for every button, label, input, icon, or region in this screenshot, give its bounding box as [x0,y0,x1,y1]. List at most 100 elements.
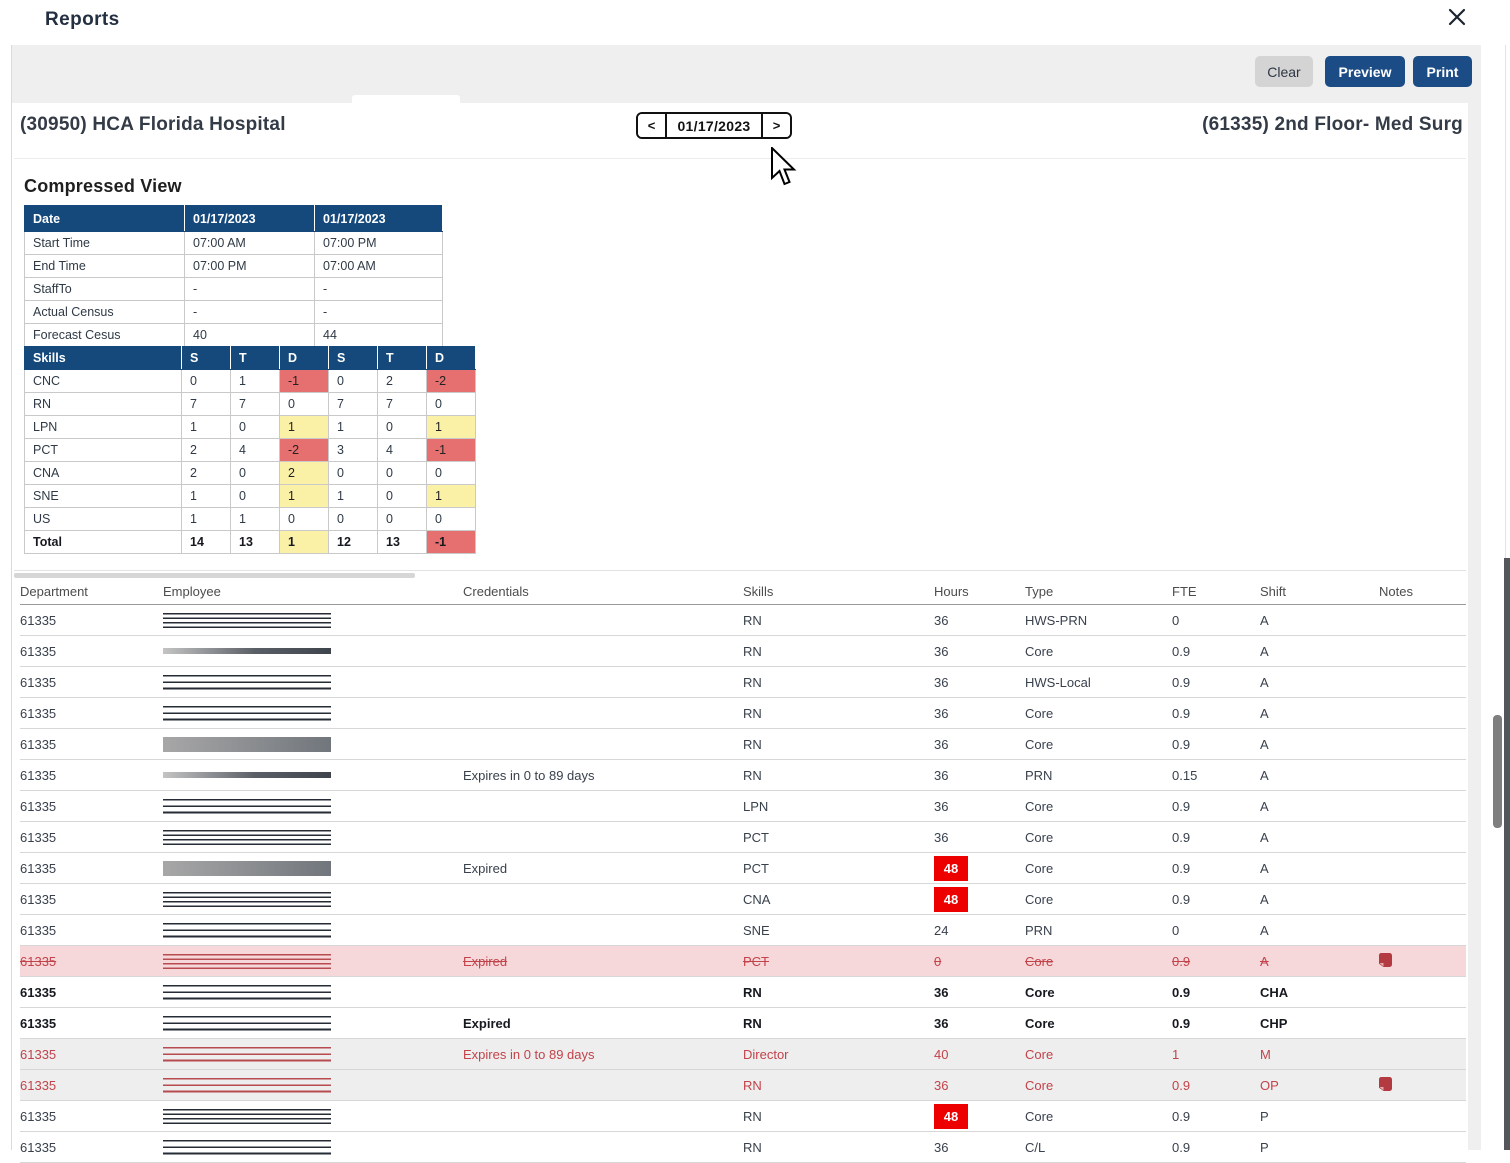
active-tab-notch[interactable] [352,95,460,104]
employee-cell [163,1069,463,1101]
hours-cell: 48 [934,1100,1025,1132]
skill-count-cell: 0 [230,484,280,508]
compressed-row-label: Start Time [24,231,185,255]
table-row: 61335 RN 36 HWS-PRN 0 A [20,604,1466,636]
department-cell: 61335 [20,976,163,1008]
clear-button[interactable]: Clear [1255,56,1313,87]
notes-cell [1379,852,1466,884]
horizontal-scrollbar-thumb[interactable] [14,573,415,578]
date-navigator: < 01/17/2023 > [636,112,792,139]
compressed-row-label: StaffTo [24,277,185,301]
hours-cell: 48 [934,852,1025,884]
skill-label: RN [24,392,182,416]
skill-cell: CNA [743,883,934,915]
credentials-cell [463,666,743,698]
employee-cell [163,945,463,977]
skill-count-cell: 2 [181,438,231,462]
skill-count-cell: 7 [377,392,427,416]
close-icon[interactable] [1446,6,1468,28]
date-field[interactable]: 01/17/2023 [665,114,763,137]
print-button[interactable]: Print [1413,56,1472,87]
compressed-info-row: Forecast Cesus 40 44 [24,323,443,347]
preview-button[interactable]: Preview [1325,56,1405,87]
date-prev-button[interactable]: < [638,114,665,137]
credentials-cell [463,1100,743,1132]
department-cell: 61335 [20,697,163,729]
type-cell: Core [1025,976,1172,1008]
type-cell: Core [1025,883,1172,915]
roster-column-header: Skills [743,578,934,605]
compressed-info-row: Start Time 07:00 AM 07:00 PM [24,231,443,255]
skill-label: LPN [24,415,182,439]
compressed-value-cell: 44 [314,323,443,347]
shift-cell: CHA [1260,976,1379,1008]
skills-header-row: Skills S T D S T D [24,346,476,370]
skill-cell: LPN [743,790,934,822]
skills-header-cell: D [279,346,329,370]
fte-cell: 0.9 [1172,821,1260,853]
compressed-value-cell: - [314,277,443,301]
credentials-cell [463,1069,743,1101]
table-row: 61335 RN 36 HWS-Local 0.9 A [20,666,1466,698]
skill-count-cell: 0 [328,507,378,531]
skill-count-cell: 0 [279,392,329,416]
notes-cell [1379,883,1466,915]
notes-cell [1379,790,1466,822]
skills-header-cell: D [426,346,476,370]
roster-column-header: Hours [934,578,1025,605]
compressed-view-heading: Compressed View [24,176,182,196]
skill-label: PCT [24,438,182,462]
skill-cell: RN [743,666,934,698]
type-cell: Core [1025,790,1172,822]
compressed-info-row: End Time 07:00 PM 07:00 AM [24,254,443,278]
vertical-scrollbar-thumb[interactable] [1493,715,1502,828]
table-row: 61335 RN 36 Core 0.9 A [20,728,1466,760]
skill-count-cell: 2 [181,461,231,485]
employee-cell [163,976,463,1008]
credentials-cell: Expired [463,945,743,977]
roster-column-header: Department [20,578,163,605]
skill-cell: RN [743,604,934,636]
skill-count-cell: 0 [328,369,378,393]
employee-redacted-name [163,1077,331,1093]
skill-count-cell: 0 [426,461,476,485]
table-row: 61335 LPN 36 Core 0.9 A [20,790,1466,822]
skill-label: Total [24,530,182,554]
skills-row: RN 7 7 0 7 7 0 [24,392,476,416]
skill-count-cell: -2 [279,438,329,462]
date-next-button[interactable]: > [763,114,790,137]
compressed-info-row: StaffTo - - [24,277,443,301]
employee-redacted-name [163,1015,331,1031]
skills-row: US 1 1 0 0 0 0 [24,507,476,531]
skill-count-cell: 13 [377,530,427,554]
employee-redacted-name [163,984,331,1000]
table-row: 61335 CNA 48 Core 0.9 A [20,883,1466,915]
employee-redacted-name [163,891,331,907]
fte-cell: 1 [1172,1038,1260,1070]
type-cell: Core [1025,1069,1172,1101]
compressed-value-cell: 07:00 AM [184,231,315,255]
hours-cell: 36 [934,1007,1025,1039]
skill-label: SNE [24,484,182,508]
shift-cell: A [1260,790,1379,822]
skills-row: CNC 0 1 -1 0 2 -2 [24,369,476,393]
fte-cell: 0 [1172,604,1260,636]
skill-count-cell: 1 [181,507,231,531]
note-icon[interactable] [1378,952,1392,970]
fte-cell: 0.9 [1172,1131,1260,1163]
skill-count-cell: 1 [328,415,378,439]
employee-redacted-name [163,612,331,628]
hours-cell: 48 [934,883,1025,915]
note-icon[interactable] [1378,1076,1392,1094]
unit-title: (61335) 2nd Floor- Med Surg [1202,114,1463,135]
skill-count-cell: 14 [181,530,231,554]
skill-count-cell: 4 [230,438,280,462]
skill-cell: RN [743,1069,934,1101]
skill-cell: RN [743,759,934,791]
table-row: 61335 Expired PCT 48 Core 0.9 A [20,852,1466,884]
compressed-row-label: End Time [24,254,185,278]
skill-count-cell: 0 [279,507,329,531]
shift-cell: A [1260,604,1379,636]
skill-count-cell: 7 [230,392,280,416]
skill-cell: RN [743,976,934,1008]
